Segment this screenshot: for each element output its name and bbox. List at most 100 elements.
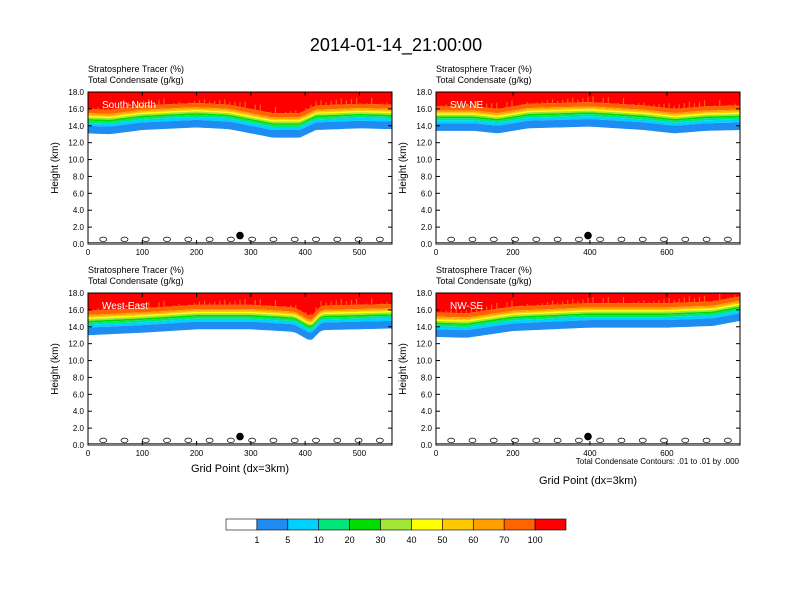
- x-tick-label: 600: [660, 248, 674, 257]
- plot-area: [436, 92, 740, 244]
- y-tick-label: 8.0: [421, 172, 433, 181]
- panel-label: West-East: [102, 301, 148, 312]
- y-tick-label: 16.0: [416, 306, 432, 315]
- y-axis-label: Height (km): [50, 343, 61, 395]
- condensate-contour: [375, 236, 384, 242]
- condensate-contour: [141, 236, 150, 242]
- panel-label: SW-NE: [450, 100, 483, 111]
- colorbar-swatch: [411, 518, 443, 531]
- x-tick-label: 500: [353, 449, 367, 458]
- colorbar-swatch: [472, 518, 505, 531]
- plot-frame: [87, 91, 393, 245]
- tracer-band-1: [88, 119, 392, 138]
- y-tick-label: 2.0: [421, 424, 433, 433]
- tracer-band-8: [436, 106, 740, 115]
- colorbar-swatch: [349, 518, 381, 531]
- condensate-contour: [447, 236, 456, 242]
- y-tick-label: 6.0: [421, 390, 433, 399]
- colorbar-label: 1: [254, 535, 259, 545]
- y-tick-label: 4.0: [421, 206, 433, 215]
- x-tick-label: 200: [506, 449, 520, 458]
- y-tick-label: 16.0: [68, 105, 84, 114]
- x-tick-label: 0: [434, 449, 439, 458]
- panel-sw-ne: SW-NE Stratosphere Tracer (%)Total Conden…: [398, 64, 741, 257]
- condensate-contour: [553, 236, 562, 242]
- y-tick-label: 12.0: [68, 340, 84, 349]
- colorbar: 1 5 10 20 30 40 50 60 70 100: [225, 518, 567, 545]
- tracer-band-2: [88, 317, 392, 333]
- colorbar-swatch: [287, 518, 320, 531]
- condensate-contour: [702, 437, 711, 443]
- colorbar-swatch: [534, 518, 567, 531]
- x-tick-label: 400: [298, 449, 312, 458]
- panel-label: NW-SE: [450, 301, 483, 312]
- condensate-contour: [489, 437, 498, 443]
- plot-frame: [435, 292, 741, 446]
- condensate-contour: [205, 236, 214, 242]
- caption-total-condensate: Total Condensate (g/kg): [88, 75, 184, 85]
- condensate-contour: [489, 236, 498, 242]
- tracer-band-5: [88, 312, 392, 326]
- tracer-band-3: [436, 308, 740, 328]
- y-tick-label: 8.0: [421, 373, 433, 382]
- location-marker: [236, 432, 244, 441]
- y-tick-label: 18.0: [416, 289, 432, 298]
- condensate-contour: [468, 437, 477, 443]
- condensate-contour: [511, 437, 519, 443]
- y-tick-label: 6.0: [73, 189, 85, 198]
- condensate-contour: [248, 437, 257, 443]
- condensate-contour: [99, 437, 108, 443]
- colorbar-swatch: [503, 518, 536, 531]
- x-axis-label-right: Grid Point (dx=3km): [539, 475, 637, 487]
- condensate-contour: [312, 437, 320, 443]
- caption-stratosphere-tracer: Stratosphere Tracer (%): [88, 64, 184, 74]
- tracer-band-2: [436, 116, 740, 126]
- condensate-contour: [333, 437, 342, 443]
- y-tick-label: 8.0: [73, 172, 85, 181]
- y-tick-label: 18.0: [416, 88, 432, 97]
- tracer-band-1: [436, 313, 740, 338]
- condensate-contour: [617, 437, 626, 443]
- condensate-contour: [269, 437, 278, 443]
- condensate-contour: [723, 437, 732, 443]
- panel-nw-se: NW-SE Stratosphere Tracer (%)Total Conden…: [398, 265, 741, 458]
- colorbar-swatch: [256, 518, 289, 531]
- tracer-band-1: [88, 320, 392, 340]
- y-tick-label: 0.0: [421, 240, 433, 249]
- caption-stratosphere-tracer: Stratosphere Tracer (%): [436, 265, 532, 275]
- tracer-band-4: [88, 113, 392, 125]
- tracer-band-9: [436, 296, 740, 318]
- tracer-band-4: [88, 314, 392, 328]
- tracer-band-5: [436, 110, 740, 119]
- condensate-contour: [290, 437, 299, 443]
- condensate-contour: [227, 236, 235, 242]
- condensate-contour: [184, 236, 193, 242]
- caption-stratosphere-tracer: Stratosphere Tracer (%): [88, 265, 184, 275]
- y-tick-label: 10.0: [416, 156, 432, 165]
- y-tick-label: 14.0: [68, 122, 84, 131]
- plot-area: [436, 293, 740, 445]
- x-tick-label: 600: [660, 449, 674, 458]
- colorbar-label: 5: [285, 535, 290, 545]
- condensate-contour: [141, 437, 150, 443]
- y-tick-label: 18.0: [68, 289, 84, 298]
- condensate-contour: [354, 236, 363, 242]
- x-tick-label: 100: [136, 449, 150, 458]
- tracer-band-6: [436, 109, 740, 118]
- condensate-contour: [617, 236, 626, 242]
- caption-total-condensate: Total Condensate (g/kg): [88, 276, 184, 286]
- tracer-band-8: [88, 308, 392, 322]
- tracer-band-2: [88, 116, 392, 130]
- condensate-contour: [596, 236, 605, 242]
- colorbar-label: 20: [345, 535, 355, 545]
- x-tick-label: 300: [244, 248, 258, 257]
- condensate-contour: [290, 236, 299, 242]
- condensate-contour: [333, 236, 342, 242]
- y-tick-label: 0.0: [73, 441, 85, 450]
- condensate-contour: [532, 437, 541, 443]
- y-tick-label: 6.0: [421, 189, 433, 198]
- tracer-band-2: [436, 310, 740, 331]
- caption-stratosphere-tracer: Stratosphere Tracer (%): [436, 64, 532, 74]
- location-marker: [236, 231, 244, 240]
